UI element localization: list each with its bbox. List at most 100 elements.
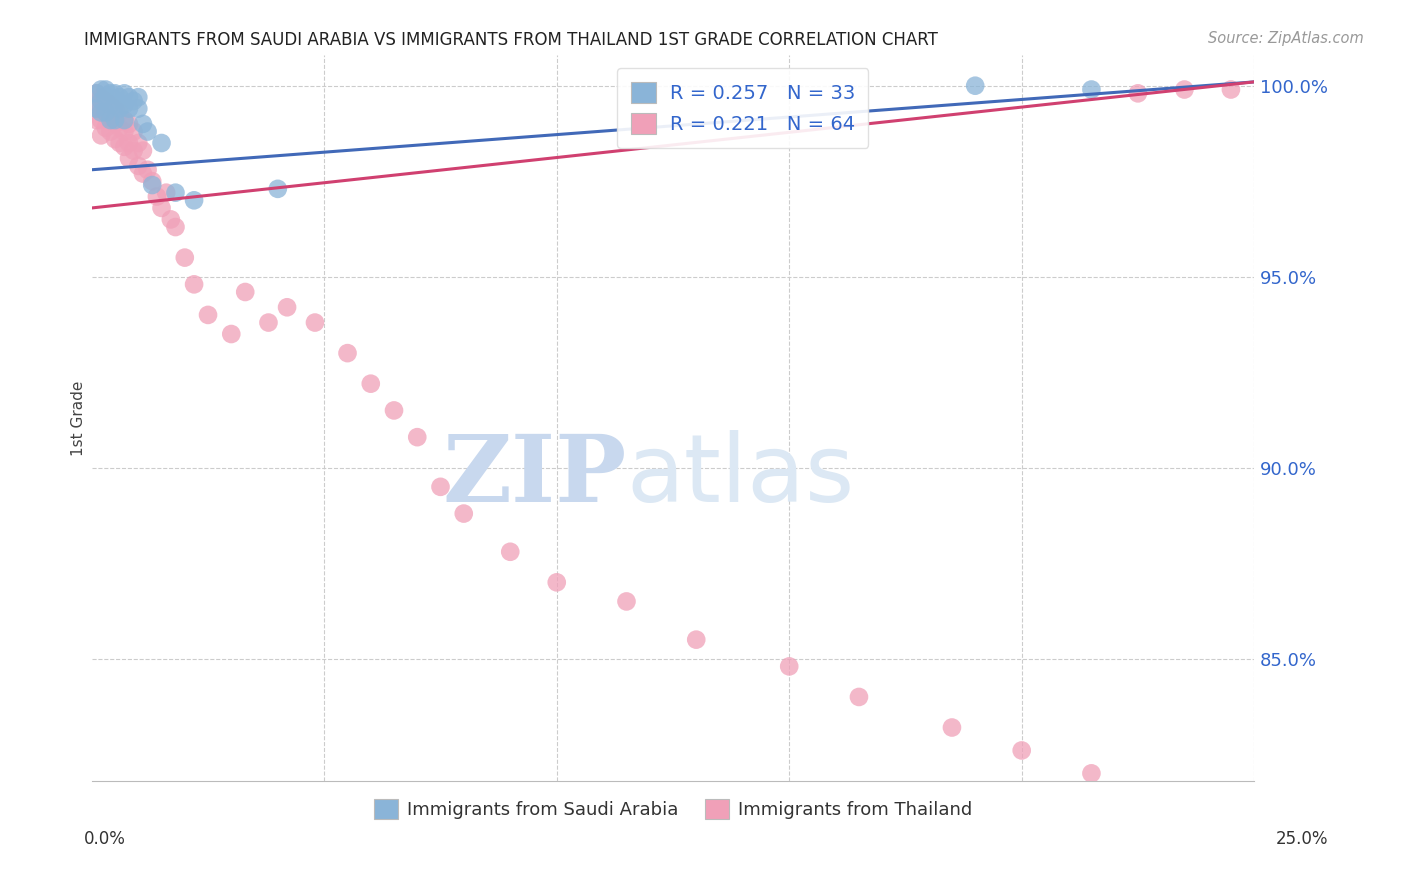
Point [941, 721, 963, 735]
Point [165, 186, 187, 200]
Point [100, 97, 122, 112]
Point [90, 105, 112, 120]
Point [104, 113, 127, 128]
Point [499, 545, 522, 559]
Legend: Immigrants from Saudi Arabia, Immigrants from Thailand: Immigrants from Saudi Arabia, Immigrants… [367, 792, 979, 826]
Point [100, 109, 122, 123]
Point [104, 117, 127, 131]
Point [127, 102, 149, 116]
Point [546, 575, 568, 590]
Point [108, 120, 131, 135]
Point [94, 94, 117, 108]
Point [118, 117, 141, 131]
Point [86, 87, 108, 101]
Point [90, 90, 112, 104]
Point [90, 128, 112, 143]
Text: IMMIGRANTS FROM SAUDI ARABIA VS IMMIGRANTS FROM THAILAND 1ST GRADE CORRELATION C: IMMIGRANTS FROM SAUDI ARABIA VS IMMIGRAN… [84, 31, 938, 49]
Point [132, 167, 155, 181]
Point [685, 632, 707, 647]
Point [183, 277, 205, 292]
Point [276, 300, 298, 314]
Point [118, 136, 141, 150]
Point [100, 97, 122, 112]
Text: Source: ZipAtlas.com: Source: ZipAtlas.com [1208, 31, 1364, 46]
Point [86, 102, 108, 116]
Point [141, 178, 163, 192]
Point [233, 285, 256, 299]
Point [86, 87, 108, 101]
Point [1126, 87, 1149, 101]
Point [112, 113, 135, 128]
Point [1219, 82, 1241, 96]
Point [104, 97, 127, 112]
Point [1080, 82, 1102, 96]
Point [108, 90, 131, 104]
Point [453, 507, 475, 521]
Point [127, 136, 149, 150]
Text: 0.0%: 0.0% [84, 830, 127, 847]
Point [94, 120, 117, 135]
Text: ZIP: ZIP [443, 431, 627, 521]
Point [118, 151, 141, 165]
Point [112, 113, 135, 128]
Point [616, 594, 638, 608]
Point [118, 90, 141, 104]
Point [86, 97, 108, 112]
Point [1011, 743, 1033, 757]
Point [104, 102, 127, 116]
Point [141, 174, 163, 188]
Point [146, 189, 169, 203]
Point [104, 87, 127, 101]
Point [108, 105, 131, 120]
Point [100, 87, 122, 101]
Point [112, 124, 135, 138]
Point [173, 251, 195, 265]
Point [778, 659, 800, 673]
Point [150, 136, 173, 150]
Point [160, 212, 183, 227]
Y-axis label: 1st Grade: 1st Grade [72, 380, 86, 456]
Text: 25.0%: 25.0% [1277, 830, 1329, 847]
Point [86, 113, 108, 128]
Point [122, 144, 145, 158]
Point [150, 201, 173, 215]
Point [127, 159, 149, 173]
Point [267, 182, 290, 196]
Point [429, 480, 451, 494]
Point [965, 78, 987, 93]
Point [100, 124, 122, 138]
Point [1173, 82, 1195, 96]
Point [94, 105, 117, 120]
Point [336, 346, 359, 360]
Point [382, 403, 405, 417]
Point [90, 82, 112, 96]
Point [100, 113, 122, 128]
Point [112, 87, 135, 101]
Point [112, 97, 135, 112]
Point [165, 220, 187, 235]
Point [257, 316, 280, 330]
Point [304, 316, 326, 330]
Point [122, 124, 145, 138]
Point [1080, 766, 1102, 780]
Point [90, 113, 112, 128]
Point [132, 144, 155, 158]
Point [94, 105, 117, 120]
Point [108, 102, 131, 116]
Point [104, 132, 127, 146]
Point [112, 140, 135, 154]
Point [136, 124, 159, 138]
Point [155, 186, 177, 200]
Point [94, 90, 117, 104]
Point [127, 90, 149, 104]
Point [219, 326, 242, 341]
Point [90, 102, 112, 116]
Point [94, 82, 117, 96]
Point [183, 194, 205, 208]
Point [122, 94, 145, 108]
Point [197, 308, 219, 322]
Point [360, 376, 382, 391]
Point [406, 430, 429, 444]
Text: atlas: atlas [627, 430, 855, 522]
Point [848, 690, 870, 704]
